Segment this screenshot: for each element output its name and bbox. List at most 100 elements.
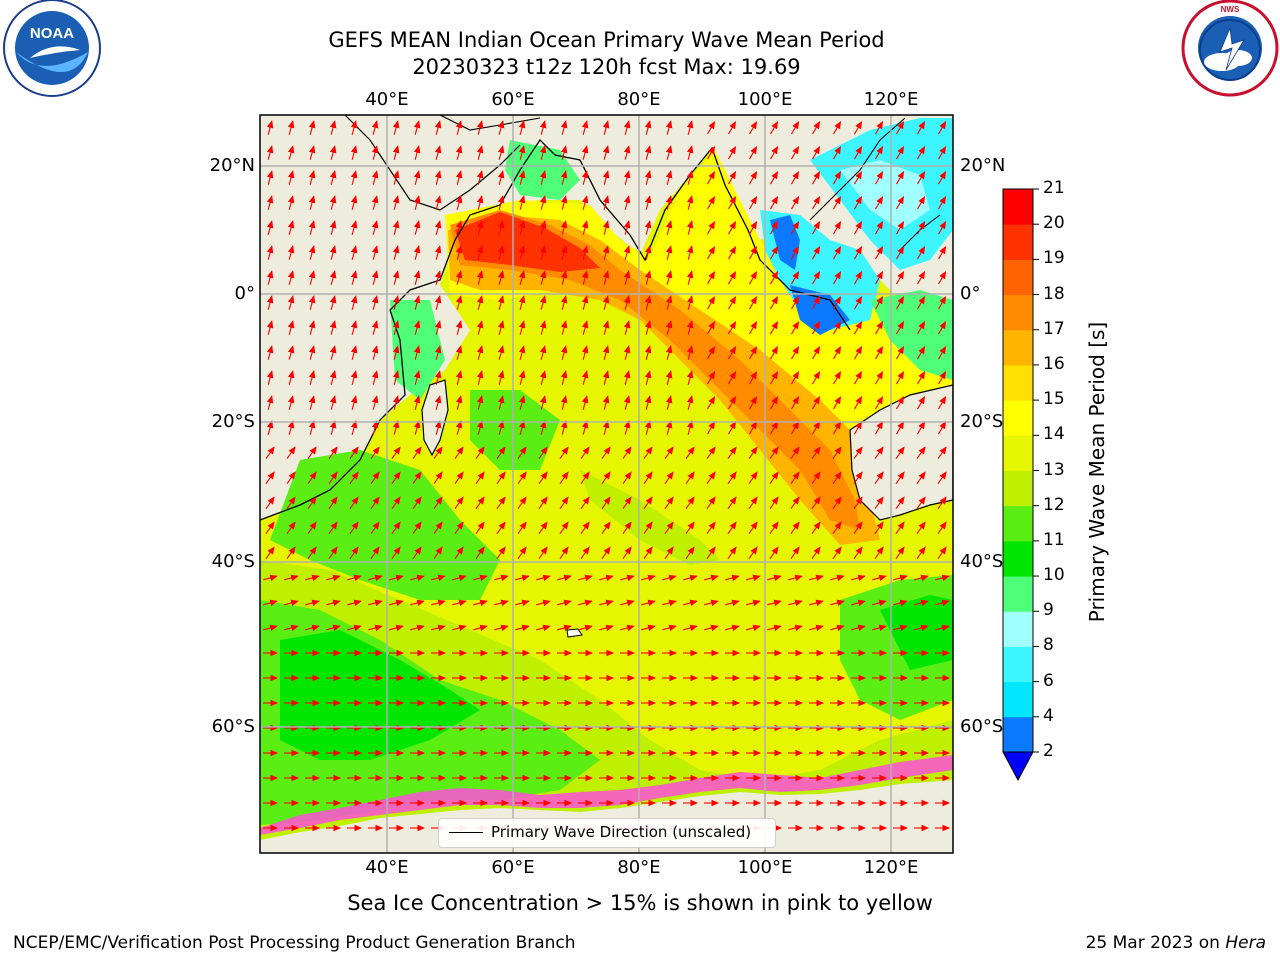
- wave-arrow: [328, 471, 338, 485]
- wave-arrow: [620, 624, 635, 632]
- wave-arrow: [392, 370, 400, 385]
- wave-arrow: [581, 120, 589, 135]
- wave-arrow: [350, 320, 358, 335]
- wave-arrow: [475, 546, 485, 560]
- wave-arrow: [434, 345, 442, 360]
- wave-arrow: [791, 145, 800, 160]
- colorbar-tick-label: 17: [1043, 318, 1065, 339]
- wave-arrow: [413, 195, 421, 210]
- wave-arrow: [329, 345, 337, 360]
- noaa-logo: NOAA: [3, 0, 101, 97]
- wave-arrow: [307, 546, 317, 560]
- wave-arrow: [454, 546, 464, 560]
- wave-arrow: [622, 546, 632, 560]
- wave-arrow: [644, 295, 652, 310]
- wave-arrow: [518, 320, 526, 335]
- wave-arrow: [812, 120, 821, 135]
- wave-arrow: [896, 170, 905, 185]
- wave-arrow: [266, 220, 274, 235]
- wave-arrow: [769, 471, 779, 485]
- wave-arrow: [665, 320, 673, 335]
- wave-arrow: [412, 546, 422, 560]
- left-tick-60s: 60°S: [211, 716, 255, 737]
- wave-arrow: [560, 145, 568, 160]
- right-tick-60s: 60°S: [960, 716, 1004, 737]
- wave-arrow: [875, 295, 884, 310]
- wave-arrow: [685, 496, 695, 510]
- wave-arrow: [664, 521, 674, 535]
- wave-arrow: [896, 120, 905, 135]
- footer-date-text: 25 Mar 2023 on: [1085, 933, 1226, 953]
- wave-arrow: [350, 170, 358, 185]
- wave-arrow: [392, 420, 400, 435]
- wave-arrow: [662, 624, 677, 632]
- wave-arrow: [917, 195, 926, 210]
- plot-title: GEFS MEAN Indian Ocean Primary Wave Mean…: [328, 28, 885, 52]
- wave-arrow: [938, 320, 947, 335]
- wave-arrow: [434, 295, 442, 310]
- wave-arrow: [622, 496, 632, 510]
- wave-arrow: [875, 370, 884, 385]
- wave-arrow: [622, 471, 632, 485]
- wave-arrow: [725, 574, 740, 582]
- wave-arrow: [748, 471, 758, 485]
- wave-arrow: [833, 120, 842, 135]
- wave-arrow: [599, 574, 614, 582]
- wave-arrow: [266, 170, 274, 185]
- wave-arrow: [431, 624, 446, 632]
- wave-arrow: [497, 420, 505, 435]
- wave-arrow: [938, 345, 947, 360]
- wave-arrow: [662, 599, 677, 607]
- wave-arrow: [599, 599, 614, 607]
- wave-arrow: [349, 496, 359, 510]
- wave-arrow: [476, 295, 484, 310]
- wave-arrow: [833, 345, 842, 360]
- wave-arrow: [410, 574, 425, 582]
- wave-arrow: [683, 624, 698, 632]
- wave-arrow: [266, 245, 274, 260]
- wave-arrow: [706, 496, 716, 510]
- wave-arrow: [371, 295, 379, 310]
- wave-arrow: [326, 599, 341, 607]
- wave-arrow: [938, 270, 947, 285]
- wave-arrow: [916, 471, 926, 485]
- wave-arrow: [431, 599, 446, 607]
- wave-arrow: [371, 170, 379, 185]
- wave-arrow: [707, 370, 716, 385]
- wave-arrow: [767, 574, 782, 582]
- wave-arrow: [581, 220, 589, 235]
- wave-arrow: [476, 370, 484, 385]
- wave-arrow: [371, 320, 379, 335]
- wave-arrow: [368, 624, 383, 632]
- wave-arrow: [412, 496, 422, 510]
- wave-arrow: [539, 170, 547, 185]
- top-tick-80e: 80°E: [617, 89, 661, 110]
- wave-arrow: [473, 574, 488, 582]
- wave-arrow: [559, 546, 569, 560]
- wave-arrow: [389, 599, 404, 607]
- wave-arrow: [935, 624, 950, 632]
- wave-arrow: [455, 245, 463, 260]
- wave-arrow: [497, 345, 505, 360]
- wave-arrow: [895, 496, 905, 510]
- colorbar: [1002, 188, 1039, 782]
- wave-arrow: [704, 624, 719, 632]
- wave-arrow: [329, 395, 337, 410]
- wave-arrow: [413, 270, 421, 285]
- wave-arrow: [368, 574, 383, 582]
- right-tick-0: 0°: [960, 283, 981, 304]
- wave-arrow: [707, 395, 716, 410]
- wave-arrow: [914, 574, 929, 582]
- wave-arrow: [350, 370, 358, 385]
- wave-arrow: [665, 295, 673, 310]
- wave-arrow: [938, 420, 947, 435]
- wave-arrow: [536, 574, 551, 582]
- wave-arrow: [875, 320, 884, 335]
- colorbar-segment: [1003, 611, 1033, 647]
- wave-arrow: [770, 170, 779, 185]
- wave-arrow: [518, 370, 526, 385]
- wave-arrow: [350, 195, 358, 210]
- wave-arrow: [935, 599, 950, 607]
- wave-arrow: [833, 370, 842, 385]
- wave-arrow: [581, 195, 589, 210]
